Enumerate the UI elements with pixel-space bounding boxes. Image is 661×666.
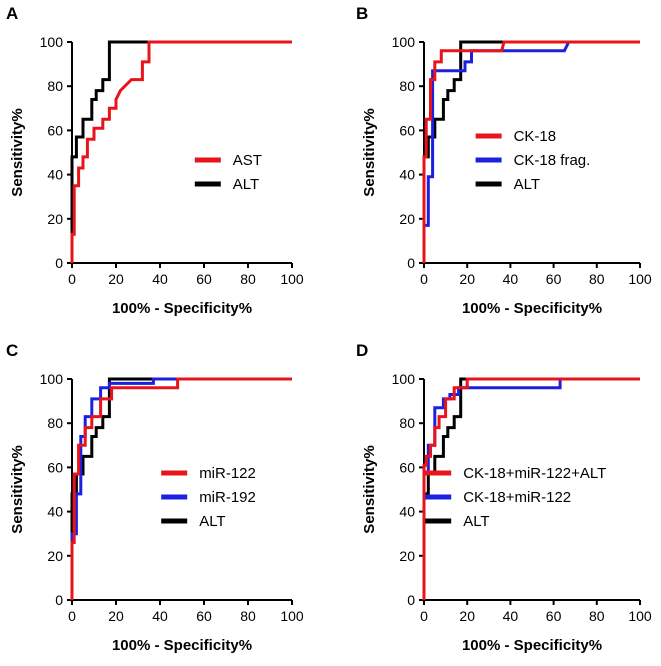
series-line-alt	[70, 40, 292, 263]
x-tick-label: 20	[459, 608, 475, 624]
y-tick-label: 20	[399, 548, 415, 564]
x-tick-label: 60	[546, 271, 562, 287]
panel-label: B	[356, 4, 368, 23]
x-tick-label: 40	[152, 608, 168, 624]
y-tick-label: 80	[47, 78, 63, 94]
series-line-ck-18-mir-122	[422, 377, 640, 600]
x-tick-label: 80	[589, 608, 605, 624]
chart-panel-c: C 0 20 40 60 80 100 0 20 40 60 80 100 100% - Specific…	[6, 341, 304, 654]
y-tick-label: 100	[40, 371, 64, 387]
x-axis-title: 100% - Specificity%	[112, 300, 252, 317]
chart-panel-d: D 0 20 40 60 80 100 0 20 40 60 80 100 100% - Specific…	[356, 341, 652, 654]
y-tick-label: 80	[399, 78, 415, 94]
x-tick-label: 60	[196, 271, 212, 287]
x-tick-label: 80	[240, 271, 256, 287]
x-tick-label: 20	[108, 271, 124, 287]
x-tick-label: 0	[68, 271, 76, 287]
y-tick-label: 20	[47, 211, 63, 227]
series-line-ast	[70, 40, 292, 263]
series-line-alt	[422, 40, 640, 263]
x-tick-label: 40	[503, 608, 519, 624]
legend-label: CK-18	[514, 128, 557, 145]
y-tick-label: 100	[392, 371, 416, 387]
x-tick-label: 20	[459, 271, 475, 287]
panel-label: C	[6, 341, 18, 360]
x-tick-label: 100	[280, 271, 304, 287]
legend-label: CK-18+miR-122	[463, 489, 571, 506]
x-tick-label: 20	[108, 608, 124, 624]
y-tick-label: 40	[399, 167, 415, 183]
legend-label: miR-192	[199, 489, 256, 506]
y-tick-label: 40	[47, 167, 63, 183]
legend-label: ALT	[233, 176, 259, 193]
legend-label: ALT	[463, 513, 489, 530]
y-tick-label: 0	[55, 255, 63, 271]
y-tick-label: 60	[399, 459, 415, 475]
y-tick-label: 0	[55, 592, 63, 608]
legend-label: miR-122	[199, 465, 256, 482]
y-tick-label: 100	[392, 34, 416, 50]
legend-label: ALT	[514, 176, 540, 193]
x-tick-label: 0	[420, 271, 428, 287]
chart-panel-b: B 0 20 40 60 80 100 0 20 40 60 80 100 100% - Specific…	[356, 4, 652, 317]
x-tick-label: 0	[68, 608, 76, 624]
series-line-ck-18-mir-122-alt	[422, 377, 640, 600]
y-tick-label: 100	[40, 34, 64, 50]
y-tick-label: 0	[407, 592, 415, 608]
x-tick-label: 0	[420, 608, 428, 624]
y-axis-title: Sensitivity%	[9, 108, 26, 196]
x-axis-title: 100% - Specificity%	[462, 300, 602, 317]
y-tick-label: 60	[399, 122, 415, 138]
x-tick-label: 100	[280, 608, 304, 624]
x-tick-label: 60	[196, 608, 212, 624]
panel-label: D	[356, 341, 368, 360]
y-axis-title: Sensitivity%	[361, 108, 378, 196]
y-tick-label: 80	[47, 415, 63, 431]
legend-label: CK-18+miR-122+ALT	[463, 465, 606, 482]
series-line-mir-192	[70, 377, 292, 600]
series-line-alt	[422, 377, 640, 600]
y-axis-title: Sensitivity%	[9, 445, 26, 533]
legend-label: AST	[233, 152, 262, 169]
x-tick-label: 60	[546, 608, 562, 624]
y-tick-label: 0	[407, 255, 415, 271]
y-tick-label: 60	[47, 459, 63, 475]
x-axis-title: 100% - Specificity%	[462, 637, 602, 654]
x-tick-label: 80	[240, 608, 256, 624]
x-tick-label: 100	[628, 271, 652, 287]
panel-label: A	[6, 4, 18, 23]
series-line-ck-18-frag	[422, 40, 640, 263]
x-tick-label: 40	[503, 271, 519, 287]
chart-panel-a: A 0 20 40 60 80 100 0 20 40 60 80 100 100% - Specific…	[6, 4, 304, 317]
series-line-alt	[70, 377, 292, 600]
x-tick-label: 100	[628, 608, 652, 624]
y-tick-label: 40	[399, 504, 415, 520]
series-line-ck-18	[422, 40, 640, 263]
y-tick-label: 60	[47, 122, 63, 138]
series-line-mir-122	[70, 377, 292, 600]
y-tick-label: 20	[399, 211, 415, 227]
y-tick-label: 40	[47, 504, 63, 520]
legend-label: CK-18 frag.	[514, 152, 591, 169]
y-tick-label: 80	[399, 415, 415, 431]
x-axis-title: 100% - Specificity%	[112, 637, 252, 654]
y-axis-title: Sensitivity%	[361, 445, 378, 533]
x-tick-label: 80	[589, 271, 605, 287]
x-tick-label: 40	[152, 271, 168, 287]
legend-label: ALT	[199, 513, 225, 530]
y-tick-label: 20	[47, 548, 63, 564]
